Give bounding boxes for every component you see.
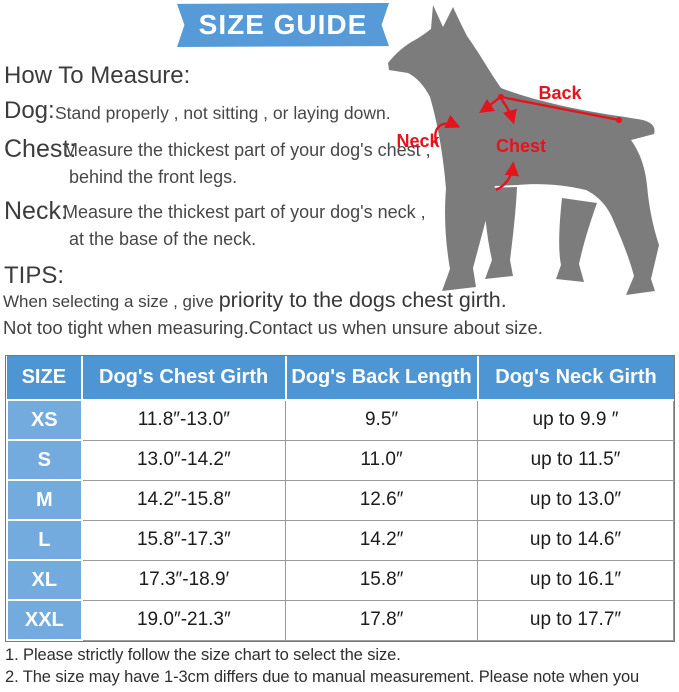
chest-cell: 13.0″-14.2″ xyxy=(81,439,287,481)
table-row: XL 17.3″-18.9′ 15.8″ up to 16.1″ xyxy=(6,559,674,601)
chest-cell: 19.0″-21.3″ xyxy=(81,599,287,641)
dog-diagram: Back Neck Chest xyxy=(388,5,659,295)
neck-cell: up to 14.6″ xyxy=(477,519,674,561)
neck-cell: up to 9.9 ″ xyxy=(477,399,674,441)
dog-silhouette xyxy=(388,5,659,295)
dog-far-rear-leg-shape xyxy=(556,198,597,282)
back-cell: 17.8″ xyxy=(285,599,479,641)
chest-down-arrow xyxy=(501,99,517,125)
tips-line-1-normal: When selecting a size , give xyxy=(3,292,214,311)
chest-cell: 14.2″-15.8″ xyxy=(81,479,287,521)
header-back-length: Dog's Back Length xyxy=(284,356,478,401)
chest-cell: 17.3″-18.9′ xyxy=(81,559,287,601)
measure-text-chest-1: Measure the thickest part of your dog's … xyxy=(63,140,431,160)
how-to-measure-heading: How To Measure: xyxy=(4,62,191,89)
neck-girth-arrow xyxy=(434,114,461,145)
neck-cell: up to 16.1″ xyxy=(477,559,674,601)
table-row: L 15.8″-17.3″ 14.2″ up to 14.6″ xyxy=(6,519,674,561)
chest-cell: 15.8″-17.3″ xyxy=(81,519,287,561)
table-row: XXL 19.0″-21.3″ 17.8″ up to 17.7″ xyxy=(6,599,674,641)
table-row: M 14.2″-15.8″ 12.6″ up to 13.0″ xyxy=(6,479,674,521)
note-line-1: 1. Please strictly follow the size chart… xyxy=(5,646,401,664)
back-line-start-dot xyxy=(498,94,504,100)
chest-label: Chest xyxy=(496,136,546,156)
measure-label-dog: Dog: xyxy=(4,97,55,124)
tips-line-1: When selecting a size , give priority to… xyxy=(3,288,507,313)
size-cell: M xyxy=(6,479,83,521)
back-label: Back xyxy=(538,83,582,103)
measure-label-neck: Neck: xyxy=(4,197,68,225)
neck-cell: up to 13.0″ xyxy=(477,479,674,521)
neck-cell: up to 11.5″ xyxy=(477,439,674,481)
back-measure-line xyxy=(500,95,620,122)
size-cell: S xyxy=(6,439,83,481)
measure-text-chest-2: behind the front legs. xyxy=(69,167,238,187)
header-neck-girth: Dog's Neck Girth xyxy=(476,356,674,401)
neck-cell: up to 17.7″ xyxy=(477,599,674,641)
dog-far-front-leg-shape xyxy=(484,187,517,279)
neck-label: Neck xyxy=(396,131,440,151)
header-chest-girth: Dog's Chest Girth xyxy=(80,356,286,401)
table-header-row: SIZE Dog's Chest Girth Dog's Back Length… xyxy=(7,356,674,401)
measure-text-neck-1: Measure the thickest part of your dog's … xyxy=(63,202,426,222)
back-cell: 12.6″ xyxy=(285,479,479,521)
table-row: XS 11.8″-13.0″ 9.5″ up to 9.9 ″ xyxy=(6,399,674,441)
banner-title: SIZE GUIDE xyxy=(198,9,368,40)
size-cell: L xyxy=(6,519,83,561)
neck-base-arrow xyxy=(479,97,500,113)
back-line-end-dot xyxy=(616,117,622,123)
back-cell: 14.2″ xyxy=(285,519,479,561)
measure-text-dog: Stand properly , not sitting , or laying… xyxy=(55,103,391,123)
back-cell: 11.0″ xyxy=(285,439,479,481)
chest-up-arrow xyxy=(495,161,519,192)
back-cell: 9.5″ xyxy=(285,399,479,441)
header-size: SIZE xyxy=(7,356,82,401)
chest-cell: 11.8″-13.0″ xyxy=(81,399,287,441)
tips-heading: TIPS: xyxy=(4,262,65,289)
tips-line-2: Not too tight when measuring.Contact us … xyxy=(3,317,543,338)
table-row: S 13.0″-14.2″ 11.0″ up to 11.5″ xyxy=(6,439,674,481)
measure-label-chest: Chest: xyxy=(4,135,77,163)
back-cell: 15.8″ xyxy=(285,559,479,601)
size-cell: XXL xyxy=(6,599,83,641)
size-cell: XS xyxy=(6,399,83,441)
measure-text-neck-2: at the base of the neck. xyxy=(69,229,257,249)
size-table: SIZE Dog's Chest Girth Dog's Back Length… xyxy=(5,355,675,642)
size-cell: XL xyxy=(6,559,83,601)
tips-line-1-emphasis: priority to the dogs chest girth. xyxy=(218,288,507,312)
size-guide-banner: SIZE GUIDE xyxy=(177,3,389,47)
note-line-2: 2. The size may have 1-3cm differs due t… xyxy=(5,668,640,692)
